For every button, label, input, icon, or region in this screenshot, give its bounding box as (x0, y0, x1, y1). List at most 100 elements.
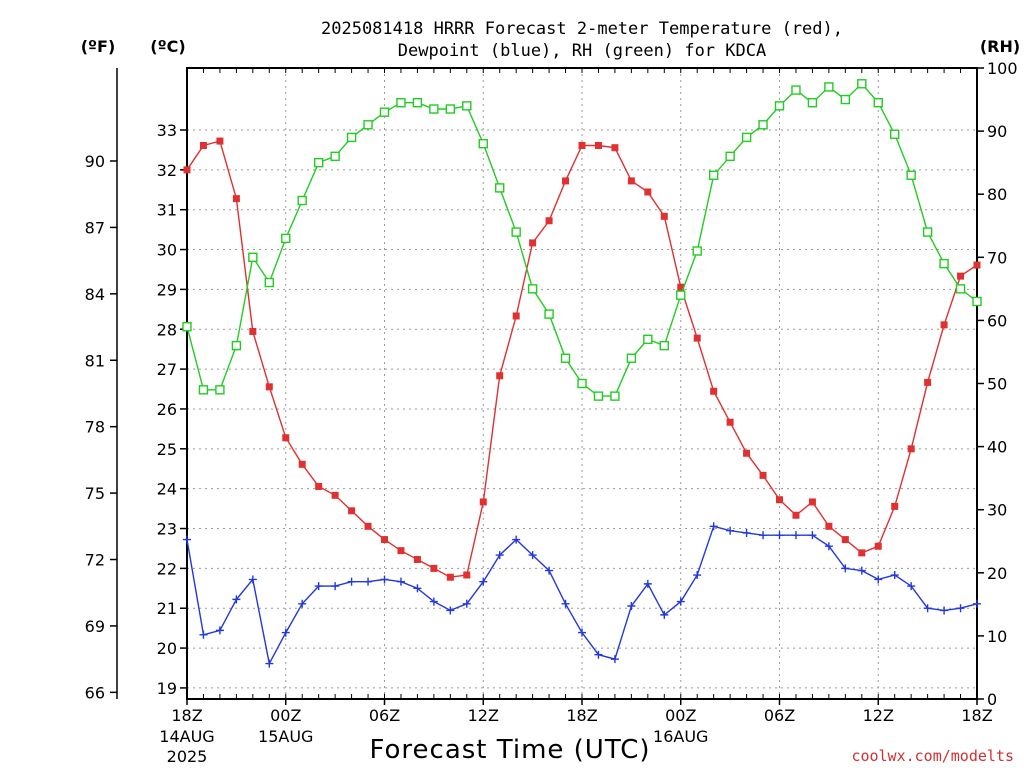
data-point (430, 564, 438, 572)
data-point (874, 542, 882, 550)
data-point (577, 378, 587, 389)
data-point (198, 385, 209, 395)
data-point (726, 526, 735, 535)
data-point (445, 104, 456, 114)
fahrenheit-tick-label: 69 (85, 617, 105, 636)
data-point (298, 460, 306, 468)
data-point (379, 107, 390, 117)
data-point (693, 334, 701, 342)
data-point (610, 655, 619, 664)
time-tick-label: 18Z (961, 706, 992, 725)
data-point (742, 528, 751, 537)
time-date-label: 14AUG (159, 727, 214, 746)
data-point (528, 551, 537, 560)
series-line (186, 525, 978, 666)
data-point (676, 597, 685, 606)
celsius-tick-label: 20 (157, 639, 177, 658)
celsius-tick-label: 27 (157, 360, 177, 379)
rh-tick-label: 100 (987, 59, 1018, 78)
data-point (807, 98, 818, 108)
rh-tick-label: 60 (987, 311, 1007, 330)
data-point (956, 604, 965, 613)
data-point (413, 584, 422, 593)
fahrenheit-tick-label: 84 (85, 285, 105, 304)
data-point (380, 575, 389, 584)
time-date-label: 15AUG (258, 727, 313, 746)
data-point (298, 599, 307, 608)
data-point (677, 283, 685, 291)
data-point (759, 471, 767, 479)
data-point (610, 391, 620, 401)
data-point (264, 277, 274, 288)
time-date-label: 16AUG (653, 727, 708, 746)
data-point (215, 385, 225, 395)
chart-title-line-1: 2025081418 HRRR Forecast 2-meter Tempera… (321, 19, 843, 39)
celsius-tick-label: 29 (157, 280, 177, 299)
data-point (396, 577, 405, 586)
data-point (282, 434, 290, 442)
data-point (758, 120, 768, 130)
celsius-tick-label: 24 (157, 480, 177, 499)
data-point (890, 129, 900, 139)
time-tick-label: 06Z (764, 706, 795, 725)
data-point (381, 536, 388, 544)
data-point (511, 227, 521, 237)
data-point (660, 212, 668, 220)
data-point (593, 391, 604, 401)
celsius-tick-label: 30 (157, 241, 177, 260)
data-point (693, 571, 702, 580)
data-point (791, 531, 800, 540)
data-point (545, 566, 554, 575)
data-point (265, 383, 273, 391)
data-point (527, 284, 538, 294)
data-point (627, 177, 635, 185)
data-point (182, 322, 192, 332)
data-point (199, 630, 208, 639)
fahrenheit-tick-label: 78 (85, 418, 105, 437)
fahrenheit-tick-label: 72 (85, 551, 105, 570)
data-point (478, 139, 488, 149)
data-point (412, 98, 423, 108)
data-point (429, 104, 439, 114)
data-point (841, 564, 850, 573)
data-point (330, 151, 340, 162)
celsius-tick-label: 21 (157, 599, 177, 618)
data-point (907, 582, 916, 591)
data-point (940, 321, 948, 329)
data-point (708, 170, 719, 180)
data-point (463, 571, 471, 579)
data-point (808, 531, 817, 540)
data-point (857, 79, 867, 89)
data-point (397, 547, 405, 555)
rh-axis: 0 10 20 30 40 50 60 70 80 90 100 (977, 59, 1018, 709)
data-point (446, 573, 454, 581)
celsius-axis: 19 20 21 22 23 24 25 26 27 28 29 30 31 32 33 (157, 121, 187, 698)
data-point (199, 141, 207, 149)
credit-label: coolwx.com/modelts (851, 747, 1014, 765)
data-point (924, 378, 932, 386)
data-point (578, 628, 586, 637)
data-point (446, 606, 455, 615)
data-point (346, 132, 357, 143)
fahrenheit-tick-label: 66 (85, 683, 105, 702)
rh-tick-label: 40 (987, 438, 1007, 457)
data-point (955, 284, 966, 294)
chart-title-line-2: Dewpoint (blue), RH (green) for KDCA (398, 41, 766, 61)
data-point (232, 595, 241, 604)
data-point (545, 217, 553, 225)
data-point (248, 575, 257, 584)
time-tick-label: 00Z (665, 706, 696, 725)
data-point (791, 85, 801, 95)
data-point (248, 252, 258, 263)
data-point (348, 507, 356, 515)
series-layer (182, 79, 982, 668)
data-point (529, 239, 537, 247)
time-tick-label: 06Z (369, 706, 400, 725)
celsius-tick-label: 32 (157, 161, 177, 180)
data-point (462, 599, 471, 608)
data-point (775, 531, 784, 540)
fahrenheit-unit-label: (ºF) (81, 37, 116, 56)
data-point (364, 522, 372, 530)
data-point (906, 170, 916, 180)
